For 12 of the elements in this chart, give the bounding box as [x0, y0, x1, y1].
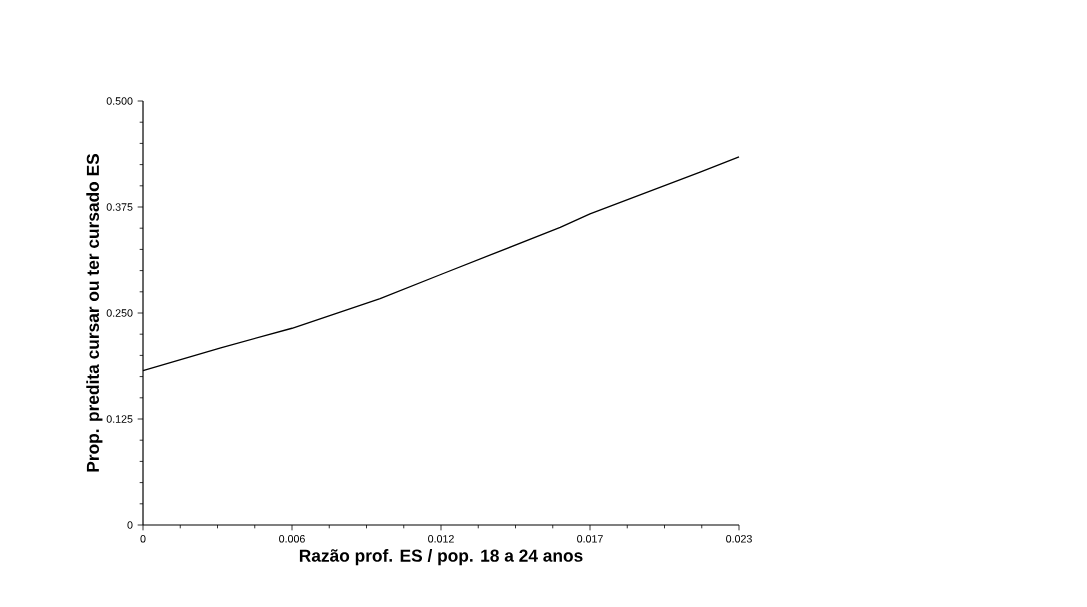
- x-tick-label: 0.023: [726, 535, 752, 543]
- x-tick-label: 0: [140, 535, 146, 543]
- y-tick-label: 0.500: [106, 97, 133, 105]
- y-tick-label: 0.125: [106, 415, 133, 423]
- y-axis-title: Prop. predita cursar ou ter cursado ES: [86, 153, 103, 472]
- x-tick-label: 0.012: [428, 535, 454, 543]
- x-axis-title: Razão prof. ES / pop. 18 a 24 anos: [299, 549, 583, 566]
- y-tick-label: 0.250: [106, 309, 133, 317]
- y-tick-label: 0.375: [106, 203, 133, 211]
- x-tick-label: 0.017: [577, 535, 603, 543]
- y-tick-label: 0: [127, 521, 133, 529]
- x-tick-label: 0.006: [279, 535, 305, 543]
